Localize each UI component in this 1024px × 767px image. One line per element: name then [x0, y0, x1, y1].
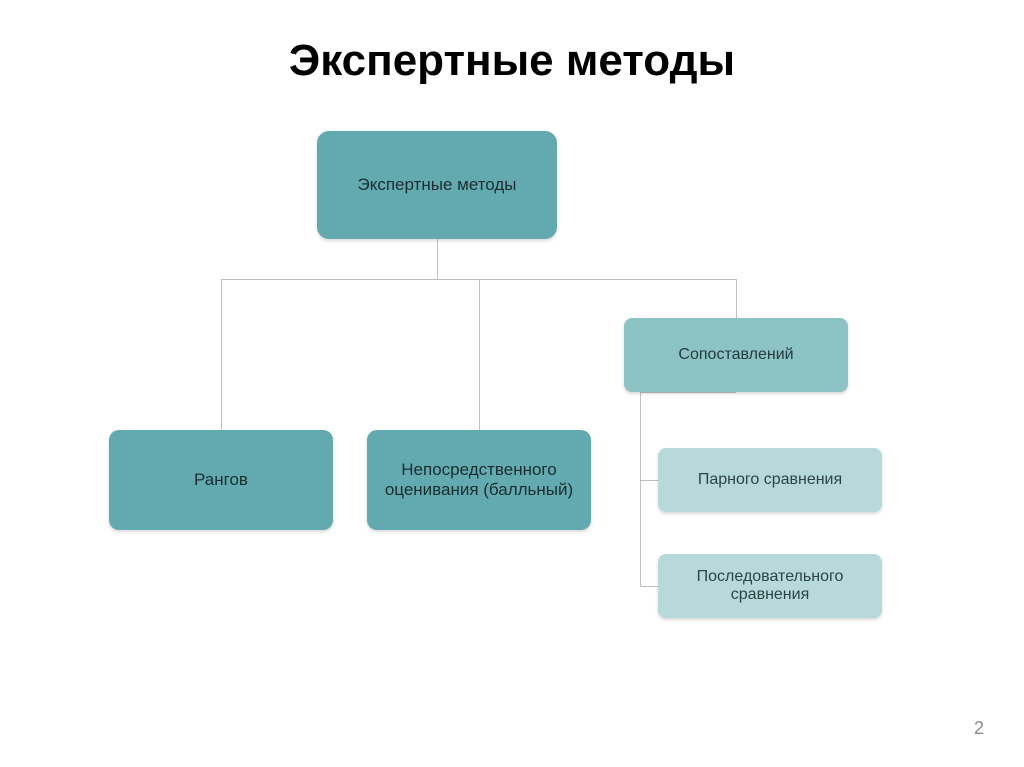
node-root: Экспертные методы — [317, 131, 557, 239]
node-nepos: Непосредственного оценивания (балльный) — [367, 430, 591, 530]
connector — [221, 279, 222, 430]
node-posl-label: Последовательного сравнения — [666, 568, 874, 604]
connector — [437, 239, 438, 279]
node-parn: Парного сравнения — [658, 448, 882, 512]
connector — [640, 480, 658, 481]
node-posl: Последовательного сравнения — [658, 554, 882, 618]
page-number: 2 — [974, 718, 984, 739]
slide-title: Экспертные методы — [0, 36, 1024, 86]
connector — [640, 392, 736, 393]
connector — [640, 586, 658, 587]
node-rangov: Рангов — [109, 430, 333, 530]
node-nepos-label: Непосредственного оценивания (балльный) — [375, 460, 583, 500]
node-sopo: Сопоставлений — [624, 318, 848, 392]
node-rangov-label: Рангов — [194, 470, 248, 490]
connector — [640, 392, 641, 586]
connector — [736, 279, 737, 318]
node-sopo-label: Сопоставлений — [678, 346, 793, 364]
node-parn-label: Парного сравнения — [698, 471, 842, 489]
connector — [479, 279, 480, 430]
node-root-label: Экспертные методы — [357, 175, 516, 195]
